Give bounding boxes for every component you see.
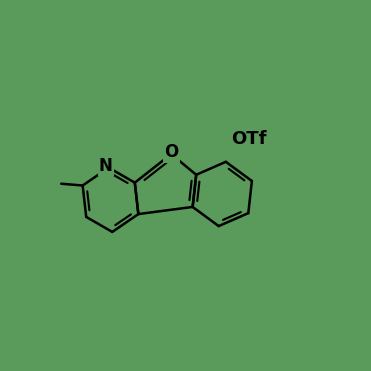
Text: OTf: OTf — [231, 129, 267, 148]
Text: O: O — [164, 143, 178, 161]
Text: N: N — [99, 157, 113, 175]
